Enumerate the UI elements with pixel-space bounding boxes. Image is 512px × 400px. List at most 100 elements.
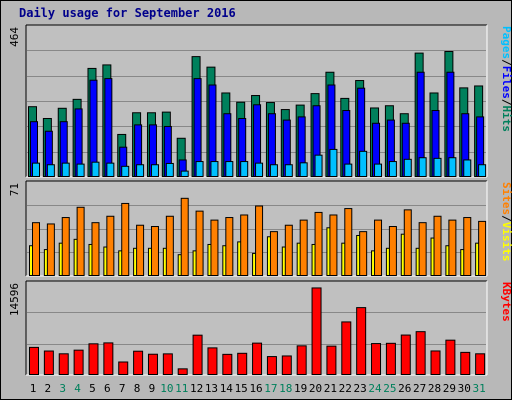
panel-0-legend-part: Hits [500, 106, 512, 133]
bar-sites-day-9 [150, 226, 159, 276]
x-tick-label-day-16: 16 [249, 382, 262, 395]
x-tick-label-day-13: 13 [205, 382, 218, 395]
bar-sites-day-4 [76, 206, 85, 276]
bar-pages-day-12 [195, 161, 204, 178]
bar-kbytes-day-30 [460, 351, 471, 376]
bar-kbytes-day-20 [311, 287, 322, 376]
bar-kbytes-day-16 [252, 342, 263, 375]
panel-1-legend: Sites/Visits [500, 182, 512, 262]
x-tick-label-day-22: 22 [339, 382, 352, 395]
bar-kbytes-day-28 [430, 350, 441, 375]
x-tick-label-day-29: 29 [443, 382, 456, 395]
bar-kbytes-day-22 [341, 321, 352, 376]
x-tick-label-day-20: 20 [309, 382, 322, 395]
bar-pages-day-6 [106, 162, 115, 177]
bar-pages-day-5 [91, 161, 100, 177]
x-tick-label-day-26: 26 [398, 382, 411, 395]
bar-kbytes-day-27 [415, 331, 426, 375]
bar-pages-day-9 [150, 164, 159, 177]
x-tick-label-day-10: 10 [160, 382, 173, 395]
x-tick-label-day-27: 27 [413, 382, 426, 395]
x-tick-label-day-5: 5 [89, 382, 96, 395]
x-tick-label-day-14: 14 [220, 382, 234, 395]
bar-sites-day-21 [329, 214, 338, 276]
bar-sites-day-25 [388, 226, 397, 276]
bar-sites-day-7 [121, 202, 130, 276]
panel-0-legend-part: / [500, 99, 512, 106]
bar-kbytes-day-12 [192, 334, 203, 376]
x-tick-label-day-19: 19 [294, 382, 307, 395]
bar-pages-day-16 [255, 162, 264, 177]
bar-kbytes-day-11 [177, 368, 188, 375]
panel-1-ymax-label: 71 [8, 183, 21, 196]
bar-pages-day-21 [329, 148, 338, 177]
bar-sites-day-16 [255, 205, 264, 277]
bar-kbytes-day-3 [58, 353, 69, 375]
bar-pages-day-11 [180, 170, 189, 178]
bar-files-day-6 [104, 78, 113, 177]
bar-pages-day-2 [46, 164, 55, 177]
bar-kbytes-day-23 [356, 307, 367, 376]
x-tick-label-day-6: 6 [104, 382, 111, 395]
bar-pages-day-22 [344, 163, 353, 178]
x-tick-label-day-18: 18 [279, 382, 292, 395]
bar-kbytes-day-29 [445, 339, 456, 375]
bar-kbytes-day-14 [222, 353, 233, 376]
bar-pages-day-26 [403, 158, 412, 178]
bar-sites-day-20 [314, 211, 323, 277]
bar-sites-day-15 [240, 214, 249, 276]
bar-sites-day-24 [374, 219, 383, 277]
bar-pages-day-27 [418, 157, 427, 177]
bar-kbytes-day-10 [162, 353, 173, 376]
x-tick-label-day-17: 17 [264, 382, 277, 395]
bar-pages-day-8 [136, 164, 145, 177]
bar-pages-day-25 [388, 161, 397, 178]
chart-title: Daily usage for September 2016 [19, 6, 236, 20]
x-tick-label-day-8: 8 [134, 382, 141, 395]
bar-kbytes-day-2 [43, 350, 54, 375]
bar-sites-day-8 [136, 224, 145, 276]
bar-sites-day-29 [448, 219, 457, 277]
x-tick-label-day-12: 12 [190, 382, 203, 395]
x-tick-label-day-11: 11 [175, 382, 188, 395]
bar-sites-day-6 [106, 215, 115, 276]
x-tick-label-day-7: 7 [119, 382, 126, 395]
bar-kbytes-day-31 [475, 353, 486, 375]
panel-0-legend-part: Files [500, 66, 512, 99]
x-tick-label-day-3: 3 [59, 382, 66, 395]
bar-pages-day-17 [269, 164, 278, 177]
x-tick-label-day-30: 30 [458, 382, 471, 395]
bar-sites-day-11 [180, 197, 189, 276]
panel-1-legend-part: Sites [500, 182, 512, 215]
bar-sites-day-14 [225, 217, 234, 276]
x-tick-label-day-2: 2 [45, 382, 52, 395]
bar-sites-day-23 [359, 231, 368, 276]
bar-pages-day-13 [210, 161, 219, 178]
bar-sites-day-30 [463, 217, 472, 276]
bar-pages-day-30 [463, 159, 472, 177]
bar-sites-day-2 [46, 223, 55, 276]
bar-sites-day-12 [195, 210, 204, 276]
x-tick-label-day-9: 9 [149, 382, 156, 395]
x-tick-label-day-21: 21 [324, 382, 337, 395]
bar-sites-day-13 [210, 219, 219, 277]
bar-kbytes-day-21 [326, 345, 337, 376]
x-tick-label-day-15: 15 [235, 382, 248, 395]
bar-kbytes-day-9 [147, 353, 158, 376]
panel-0-legend-part: / [500, 59, 512, 66]
bar-kbytes-day-8 [133, 350, 144, 375]
panel-0-ymax-label: 464 [8, 27, 21, 47]
bar-pages-day-20 [314, 154, 323, 177]
bar-pages-day-31 [478, 164, 487, 177]
bar-sites-day-31 [478, 220, 487, 277]
panel-1-legend-part: / [500, 215, 512, 222]
bar-kbytes-day-5 [88, 343, 99, 376]
panel-0-legend: Pages/Files/Hits [500, 26, 512, 132]
x-tick-label-day-24: 24 [368, 382, 382, 395]
bar-kbytes-day-7 [118, 361, 129, 376]
bar-pages-day-24 [374, 163, 383, 178]
bar-sites-day-17 [269, 231, 278, 276]
bar-sites-day-1 [32, 222, 40, 277]
panel-1-legend-part: Visits [500, 222, 512, 262]
